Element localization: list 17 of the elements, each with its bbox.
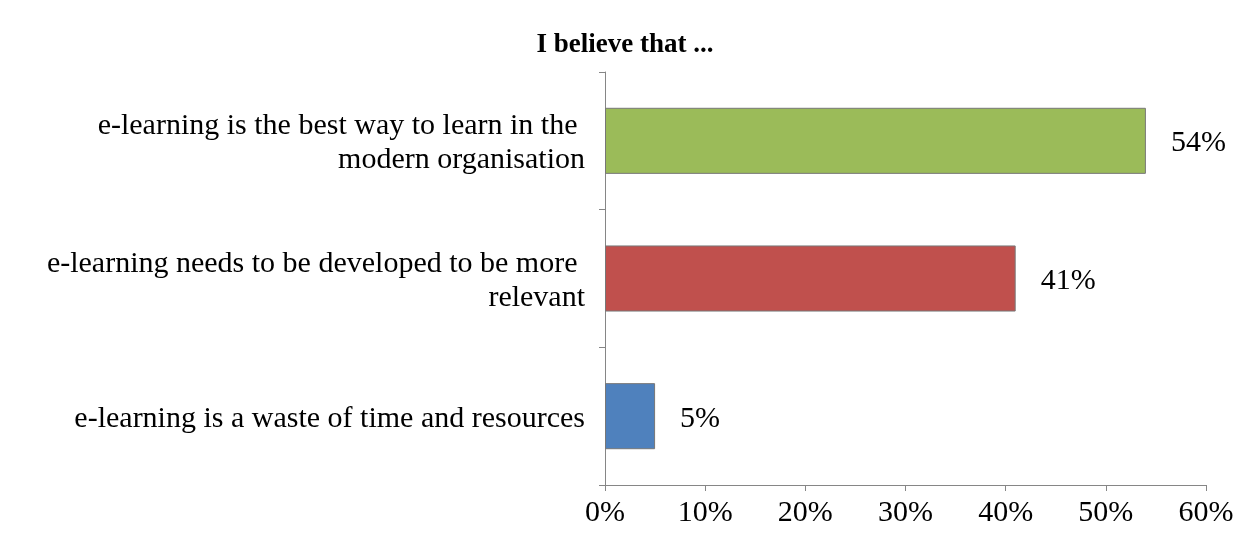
x-tick-label: 10%: [677, 493, 733, 527]
data-label: 54%: [1170, 124, 1226, 158]
data-label: 41%: [1040, 262, 1096, 295]
y-tick-label: e-learning is the best way to learn in the modern organisation: [97, 107, 585, 175]
x-tick-label: 30%: [878, 493, 933, 527]
x-tick-label: 60%: [1178, 493, 1234, 527]
x-tick-label: 20%: [777, 493, 833, 527]
y-tick-label: e-learning is a waste of time and resources: [74, 399, 585, 433]
chart-title: I believe that ...: [536, 27, 714, 58]
bar: [605, 107, 1146, 174]
x-tick-label: 0%: [585, 493, 625, 527]
data-label: 5%: [680, 399, 721, 433]
bar: [605, 383, 656, 450]
y-tick-label: e-learning needs to be developed to be more relevant: [46, 245, 586, 312]
x-tick-label: 40%: [978, 493, 1034, 527]
bar: [605, 245, 1016, 312]
x-tick-label: 50%: [1078, 493, 1134, 527]
